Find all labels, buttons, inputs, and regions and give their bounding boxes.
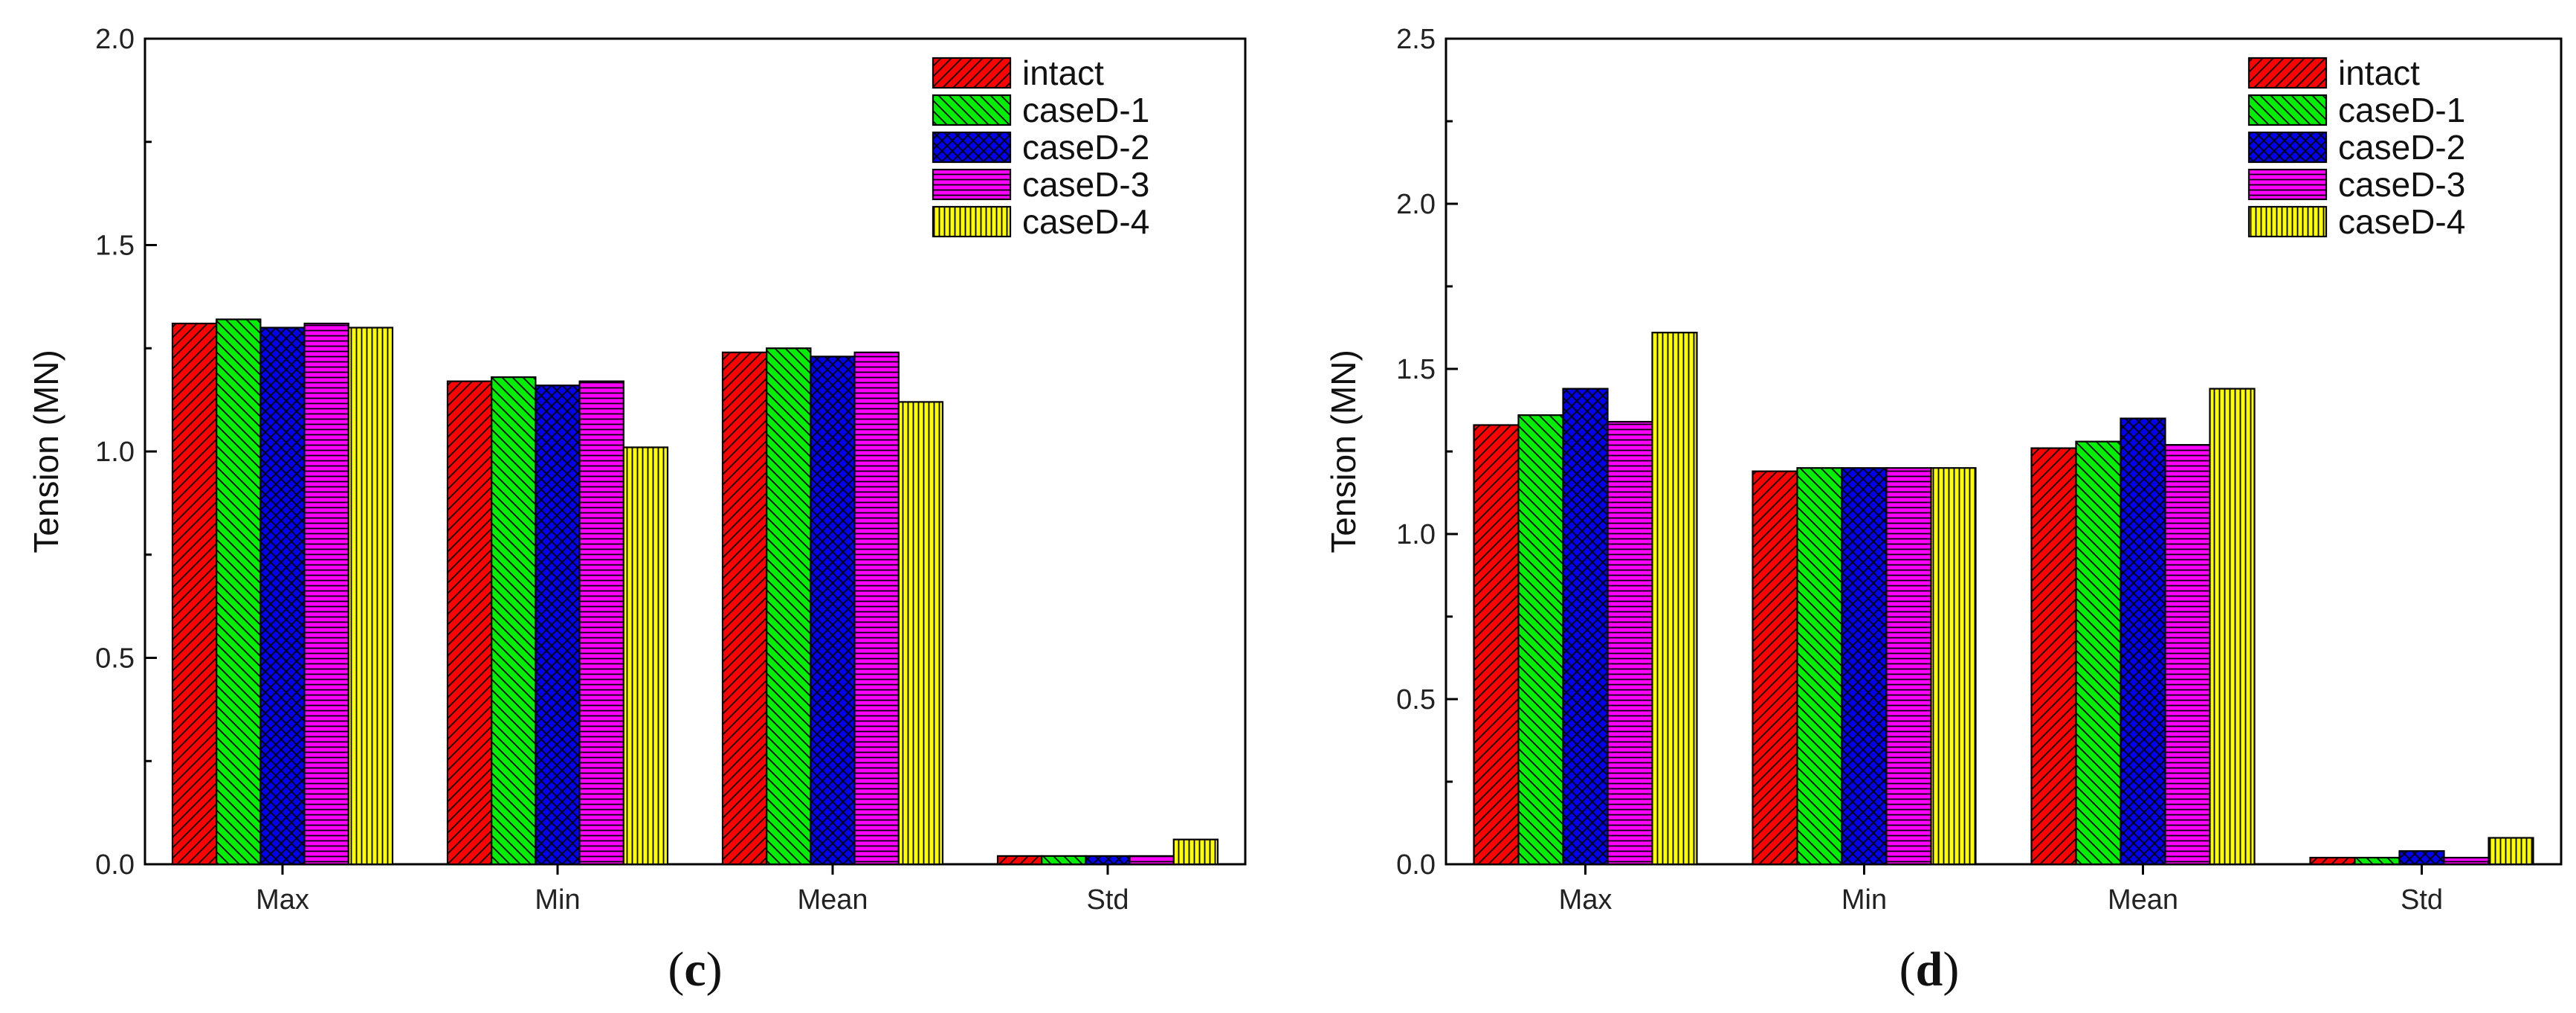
bar-intact-max: [171, 322, 218, 866]
legend-label-caseD-2: caseD-2: [1022, 128, 1149, 167]
bar-caseD-1-min: [491, 376, 537, 866]
bar-caseD-1-mean: [2075, 440, 2122, 866]
legend-label-caseD-1: caseD-1: [2338, 91, 2465, 129]
y-axis-label: Tension (MN): [27, 350, 65, 553]
bar-caseD-3-min: [1885, 467, 1932, 866]
bar-caseD-1-max: [216, 318, 262, 866]
chart-panel-d: Tension (MN) 0.0 0.5 1.0 1.5 2.0 2.5 Max Min Me…: [1324, 24, 2563, 997]
legend-label-caseD-3: caseD-3: [2338, 165, 2465, 204]
panel-label: (c): [668, 942, 722, 997]
y-tick-label: 2.0: [95, 24, 135, 55]
y-tick-label: 1.0: [1396, 519, 1436, 550]
x-tick-label: Max: [1559, 884, 1613, 916]
bar-caseD-3-mean: [2164, 444, 2211, 866]
y-axis-ticks: 0.0 0.5 1.0 1.5 2.0 2.5: [1396, 24, 1458, 881]
bar-caseD-2-mean: [810, 356, 856, 866]
legend-label-intact: intact: [2338, 54, 2420, 92]
legend-label-caseD-1: caseD-1: [1022, 91, 1149, 129]
bar-caseD-4-min: [1930, 467, 1977, 866]
x-axis-ticks: Max Min Mean Std: [256, 864, 1129, 916]
bar-caseD-4-max: [347, 327, 394, 866]
bar-intact-min: [446, 380, 493, 866]
bar-intact-min: [1752, 470, 1798, 866]
bar-caseD-1-std: [1041, 855, 1087, 866]
x-tick-label: Min: [535, 884, 580, 916]
legend-label-caseD-4: caseD-4: [2338, 202, 2465, 241]
bar-caseD-1-mean: [766, 347, 812, 866]
legend-swatch-caseD-3: [932, 168, 1012, 201]
bar-caseD-2-max: [1562, 387, 1609, 866]
y-tick-label: 1.5: [95, 231, 135, 262]
legend-swatch-intact: [932, 57, 1012, 89]
x-tick-label: Min: [1841, 884, 1887, 916]
bar-caseD-3-max: [1607, 420, 1653, 866]
bar-caseD-4-mean: [2209, 387, 2256, 866]
legend-swatch-caseD-3: [2247, 168, 2328, 201]
y-tick-label: 2.0: [1396, 189, 1436, 220]
bar-caseD-2-min: [1841, 467, 1888, 866]
legend-swatch-intact: [2247, 57, 2328, 89]
x-axis-ticks: Max Min Mean Std: [1559, 864, 2443, 916]
x-tick-label: Mean: [797, 884, 868, 916]
bar-caseD-1-max: [1517, 414, 1564, 866]
legend-swatch-caseD-1: [2247, 94, 2328, 126]
chart-panel-c: Tension (MN) 0.0 0.5 1.0 1.5 2.0 Max Min Mean S…: [27, 24, 1247, 997]
y-tick-label: 1.5: [1396, 354, 1436, 385]
bar-caseD-2-std: [2398, 850, 2445, 866]
bar-caseD-3-max: [303, 322, 349, 866]
bar-caseD-1-std: [2354, 857, 2401, 866]
legend-label-caseD-4: caseD-4: [1022, 202, 1149, 241]
y-tick-label: 0.0: [95, 849, 135, 881]
legend-swatch-caseD-2: [2247, 131, 2328, 164]
bar-caseD-2-std: [1085, 855, 1131, 866]
bar-caseD-3-mean: [853, 351, 900, 866]
legend-swatch-caseD-2: [932, 131, 1012, 164]
bar-caseD-3-min: [578, 380, 624, 866]
legend-label-intact: intact: [1022, 54, 1104, 92]
bar-caseD-4-max: [1651, 332, 1698, 866]
bar-caseD-2-max: [259, 327, 306, 866]
legend-swatch-caseD-4: [932, 205, 1012, 238]
bar-caseD-4-min: [622, 446, 669, 866]
bar-caseD-4-mean: [897, 401, 944, 866]
y-tick-label: 2.5: [1396, 24, 1436, 55]
bar-intact-std: [996, 855, 1043, 866]
y-tick-label: 0.5: [1396, 684, 1436, 715]
bar-caseD-4-std: [2488, 837, 2534, 866]
y-tick-label: 1.0: [95, 437, 135, 468]
bar-intact-std: [2309, 857, 2356, 866]
bar-group: [1473, 332, 2534, 866]
x-tick-label: Mean: [2108, 884, 2178, 916]
y-axis-label: Tension (MN): [1324, 350, 1363, 553]
legend-swatch-caseD-4: [2247, 205, 2328, 238]
bar-caseD-3-std: [2443, 857, 2490, 866]
bar-caseD-1-min: [1796, 467, 1843, 866]
y-tick-label: 0.5: [95, 643, 135, 675]
bar-caseD-3-std: [1129, 855, 1175, 866]
panel-label: (d): [1899, 942, 1960, 997]
bar-caseD-4-std: [1172, 838, 1219, 866]
bar-intact-mean: [2030, 447, 2077, 866]
bar-intact-mean: [721, 351, 768, 866]
bar-caseD-2-mean: [2120, 417, 2166, 866]
legend-swatch-caseD-1: [932, 94, 1012, 126]
legend-label-caseD-2: caseD-2: [2338, 128, 2465, 167]
y-axis-ticks: 0.0 0.5 1.0 1.5 2.0: [95, 24, 157, 881]
bar-caseD-2-min: [535, 385, 581, 866]
y-tick-label: 0.0: [1396, 849, 1436, 881]
x-tick-label: Std: [1086, 884, 1129, 916]
x-tick-label: Max: [256, 884, 309, 916]
legend-label-caseD-3: caseD-3: [1022, 165, 1149, 204]
x-tick-label: Std: [2401, 884, 2443, 916]
bar-group: [171, 318, 1219, 866]
bar-intact-max: [1473, 424, 1520, 866]
